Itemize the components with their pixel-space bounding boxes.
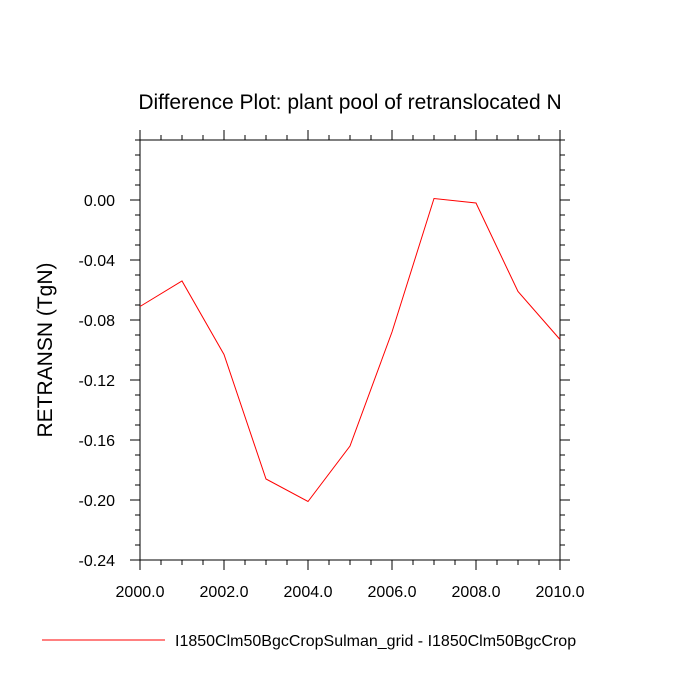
x-tick-label: 2000.0 (116, 584, 165, 601)
x-minor-ticks (139, 135, 561, 565)
chart-title: Difference Plot: plant pool of retranslo… (138, 91, 561, 114)
series-layer (139, 197, 561, 503)
x-major-ticks (139, 130, 561, 570)
x-tick-label: 2002.0 (200, 584, 249, 601)
y-tick-label: -0.20 (79, 493, 116, 510)
y-tick-labels: 0.00 -0.04 -0.08 -0.12 -0.16 -0.20 -0.24 (79, 193, 116, 570)
x-tick-label: 2010.0 (536, 584, 585, 601)
x-tick-label: 2004.0 (284, 584, 333, 601)
y-minor-ticks (135, 139, 565, 561)
y-major-ticks (130, 199, 570, 561)
y-tick-label: -0.08 (79, 313, 116, 330)
series-line (139, 197, 561, 503)
y-tick-label: 0.00 (84, 193, 115, 210)
y-tick-label: -0.16 (79, 433, 116, 450)
x-tick-label: 2008.0 (452, 584, 501, 601)
plot-frame (139, 139, 561, 561)
y-tick-label: -0.12 (79, 373, 116, 390)
y-tick-label: -0.04 (79, 253, 116, 270)
x-tick-labels: 2000.0 2002.0 2004.0 2006.0 2008.0 2010.0 (116, 584, 585, 601)
x-tick-label: 2006.0 (368, 584, 417, 601)
legend-label: I1850Clm50BgcCropSulman_grid - I1850Clm5… (175, 633, 576, 650)
legend: I1850Clm50BgcCropSulman_grid - I1850Clm5… (42, 633, 576, 650)
y-tick-label: -0.24 (79, 553, 116, 570)
y-axis-label: RETRANSN (TgN) (34, 262, 57, 437)
